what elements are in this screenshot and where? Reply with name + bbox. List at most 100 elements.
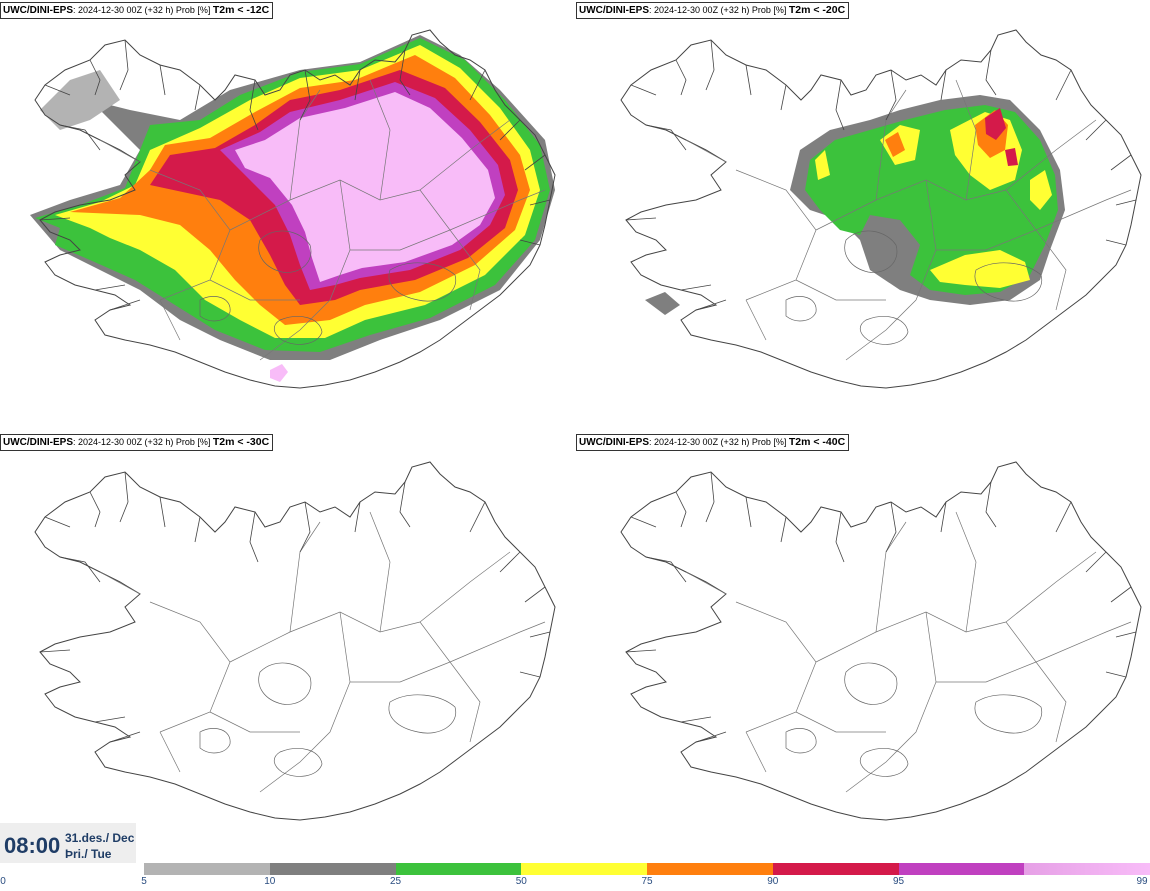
variable-label: T2m < -40C (788, 436, 846, 448)
iceland-outline (620, 29, 1142, 389)
fjord-line (630, 516, 657, 528)
region-border (369, 79, 391, 201)
fjord-line (354, 501, 361, 533)
region-border (449, 189, 546, 231)
model-name: UWC/DINI-EPS (579, 437, 649, 448)
fjord-line (985, 481, 997, 528)
fjord-line (109, 731, 141, 743)
fjord-line (299, 501, 311, 553)
region-border (795, 279, 886, 301)
region-border (1005, 119, 1097, 191)
region-border (1035, 621, 1132, 663)
fjord-line (1085, 551, 1107, 573)
panel-title: UWC/DINI-EPS: 2024-12-30 00Z (+32 h) Pro… (0, 2, 274, 19)
colorbar-tick-label: 0 (0, 876, 6, 887)
region-border (209, 711, 300, 733)
glacier-outline (258, 230, 312, 273)
fjord-line (59, 556, 101, 583)
colorbar-tick-label: 50 (515, 876, 527, 887)
fjord-line (499, 551, 521, 573)
model-name: UWC/DINI-EPS (579, 5, 649, 16)
fjord-line (675, 491, 687, 528)
iceland-outline (34, 29, 556, 389)
probability-area (1005, 148, 1018, 166)
probability-area (930, 250, 1030, 288)
coastline (34, 461, 556, 821)
probability-field (645, 95, 1065, 315)
fjord-line (299, 69, 311, 121)
fjord-line (44, 84, 71, 96)
colorbar-segment (269, 863, 396, 875)
fjord-line (885, 69, 897, 121)
fjord-line (1115, 631, 1137, 638)
region-border (99, 571, 141, 595)
region-border (1005, 621, 1067, 743)
run-info: 2024-12-30 00Z (+32 h) Prob [%] (78, 5, 211, 15)
fjord-line (940, 501, 947, 533)
region-border (1035, 189, 1132, 231)
fjord-line (780, 84, 787, 111)
fjord-line (529, 631, 551, 638)
fjord-line (1085, 119, 1107, 141)
valid-weekday: Þri./ Tue (65, 847, 112, 861)
fjord-line (519, 239, 541, 246)
glacier-outline (785, 296, 817, 322)
colorbar-tick-label: 75 (641, 876, 653, 887)
probability-area (1030, 170, 1052, 210)
region-border (1005, 551, 1097, 623)
region-border (845, 179, 937, 361)
map-panel-t2m-below-minus-20: UWC/DINI-EPS: 2024-12-30 00Z (+32 h) Pro… (576, 0, 1150, 432)
fjord-line (695, 731, 727, 743)
iceland-map (34, 461, 556, 821)
colorbar-segment (144, 863, 271, 875)
fjord-line (399, 481, 411, 528)
glacier-outline (844, 662, 898, 705)
map-panel-t2m-below-minus-30: UWC/DINI-EPS: 2024-12-30 00Z (+32 h) Pro… (0, 432, 574, 864)
fjord-line (529, 199, 551, 206)
fjord-line (1055, 69, 1072, 101)
region-border (955, 79, 977, 201)
fjord-line (705, 471, 715, 523)
run-info: 2024-12-30 00Z (+32 h) Prob [%] (654, 437, 787, 447)
glacier-outline (785, 728, 817, 754)
fjord-line (1110, 586, 1132, 603)
colorbar-segment (521, 863, 648, 875)
panel-title: UWC/DINI-EPS: 2024-12-30 00Z (+32 h) Pro… (0, 434, 274, 451)
colorbar-tick-label: 90 (767, 876, 779, 887)
region-border (99, 139, 141, 163)
glacier-outline (258, 662, 312, 705)
glacier-outline (974, 262, 1043, 302)
fjord-line (675, 59, 687, 96)
fjord-line (469, 69, 486, 101)
region-border (259, 179, 351, 361)
colorbar-segment (1024, 863, 1150, 875)
fjord-line (835, 79, 845, 131)
glacier-outline (199, 296, 231, 322)
fjord-line (194, 516, 201, 543)
fjord-line (524, 154, 546, 171)
fjord-line (354, 69, 361, 101)
fjord-line (835, 511, 845, 563)
fjord-line (745, 64, 752, 96)
probability-area (40, 70, 120, 130)
variable-label: T2m < -12C (212, 4, 270, 16)
fjord-line (249, 511, 259, 563)
region-border (419, 189, 481, 311)
fjord-line (39, 649, 71, 653)
colorbar-tick-label: 99 (1136, 876, 1148, 887)
glacier-outline (974, 694, 1043, 734)
region-border (735, 601, 817, 733)
fjord-line (469, 501, 486, 533)
panel-title: UWC/DINI-EPS: 2024-12-30 00Z (+32 h) Pro… (576, 434, 850, 451)
fjord-line (1105, 239, 1127, 246)
variable-label: T2m < -20C (788, 4, 846, 16)
fjord-line (249, 79, 259, 131)
fjord-line (695, 299, 727, 311)
region-border (449, 621, 546, 663)
iceland-map (620, 461, 1142, 821)
model-name: UWC/DINI-EPS (3, 5, 73, 16)
probability-area (270, 364, 288, 382)
fjord-line (985, 49, 997, 96)
fjord-line (680, 716, 712, 723)
fjord-line (94, 716, 126, 723)
